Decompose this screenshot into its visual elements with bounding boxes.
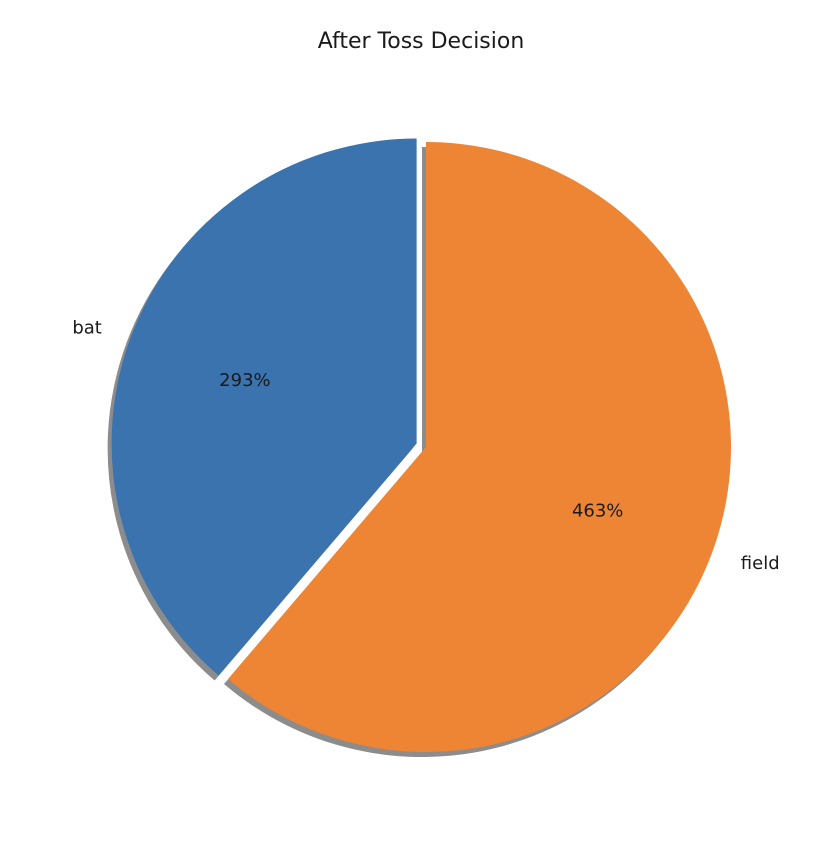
- pie-slice-bat: [111, 138, 417, 676]
- slice-percent-field: 463%: [572, 500, 623, 521]
- chart-title: After Toss Decision: [318, 29, 525, 54]
- slice-percent-bat: 293%: [219, 370, 270, 391]
- label-layer: bat 293% field 463%: [72, 317, 779, 574]
- pie-slice-field: [228, 142, 731, 752]
- slice-label-field: field: [741, 553, 780, 574]
- slice-layer: [111, 138, 731, 752]
- slice-label-bat: bat: [72, 317, 102, 338]
